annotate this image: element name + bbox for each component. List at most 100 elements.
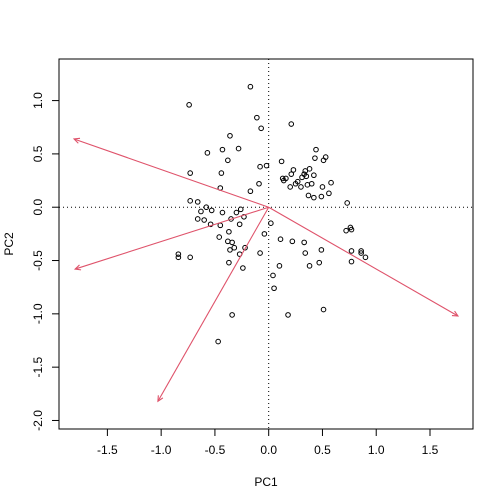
y-tick-label: 0.0 — [31, 199, 45, 216]
score-point — [343, 227, 349, 234]
score-point — [208, 207, 215, 214]
x-axis: -1.5 -1.0 -0.5 0.0 0.5 1.0 1.5 — [97, 429, 439, 457]
score-point — [237, 206, 244, 213]
score-point — [328, 179, 334, 186]
score-point — [175, 254, 182, 261]
score-point — [308, 180, 315, 187]
loading-arrow-head — [451, 310, 460, 317]
score-point — [242, 244, 248, 251]
y-tick-label: -0.5 — [31, 250, 45, 271]
score-point — [276, 263, 283, 269]
score-point — [301, 239, 307, 246]
y-tick-label: 1.0 — [31, 92, 45, 109]
score-point — [294, 178, 301, 185]
plot-frame — [58, 58, 474, 430]
loading-arrows — [72, 137, 460, 403]
loading-arrow — [268, 206, 460, 317]
x-tick-label: 0.5 — [314, 443, 331, 457]
score-points — [175, 83, 369, 345]
score-point — [348, 226, 355, 233]
score-point — [318, 247, 325, 253]
score-point — [270, 272, 276, 279]
score-point — [311, 194, 317, 201]
score-point — [240, 265, 246, 271]
y-axis-title: PC2 — [2, 232, 16, 256]
score-point — [198, 208, 204, 215]
score-point — [326, 190, 332, 197]
score-point — [285, 312, 291, 318]
score-point — [322, 154, 329, 160]
score-point — [271, 285, 277, 292]
score-point — [288, 171, 295, 177]
score-point — [268, 220, 274, 227]
loading-arrow-head — [73, 264, 82, 271]
y-tick-label: -1.0 — [31, 303, 45, 324]
score-point — [225, 157, 231, 164]
score-point — [226, 228, 232, 235]
x-tick-label: 1.5 — [422, 443, 439, 457]
score-point — [219, 146, 226, 153]
score-point — [186, 102, 192, 108]
loading-arrow-shaft — [268, 206, 459, 317]
loading-arrow — [157, 206, 270, 403]
x-tick-label: 0.0 — [260, 443, 277, 457]
score-point — [247, 188, 254, 195]
score-point — [348, 248, 355, 254]
score-point — [241, 214, 247, 220]
score-point — [261, 231, 268, 237]
score-point — [194, 199, 201, 205]
y-tick-label: -2.0 — [31, 410, 45, 431]
score-point — [302, 250, 309, 256]
x-tick-label: -1.0 — [151, 443, 172, 457]
score-point — [227, 132, 233, 139]
score-point — [348, 258, 355, 265]
score-point — [235, 145, 242, 152]
score-point — [215, 338, 221, 345]
score-point — [229, 312, 235, 318]
score-point — [231, 244, 238, 251]
y-axis: -2.0 -1.5 -1.0 -0.5 0.0 0.5 1.0 — [31, 92, 59, 431]
score-point — [312, 155, 318, 161]
loading-arrow-shaft — [74, 206, 269, 270]
score-point — [358, 248, 364, 254]
score-point — [306, 263, 313, 269]
score-point — [257, 163, 263, 170]
score-point — [316, 259, 323, 266]
score-point — [302, 168, 309, 174]
score-point — [216, 234, 223, 240]
score-point — [288, 121, 295, 127]
x-tick-label: -0.5 — [205, 443, 226, 457]
loading-arrow-head — [72, 137, 81, 144]
score-point — [298, 184, 304, 190]
score-point — [187, 170, 193, 176]
score-point — [320, 306, 327, 313]
score-point — [362, 254, 369, 261]
score-point — [318, 193, 325, 200]
score-point — [207, 221, 214, 228]
y-tick-label: 0.5 — [31, 145, 45, 162]
score-point — [218, 170, 225, 176]
loading-arrow — [73, 206, 269, 271]
score-point — [278, 158, 285, 165]
score-point — [226, 259, 232, 266]
score-point — [283, 175, 289, 182]
loading-arrow-shaft — [73, 138, 269, 208]
y-tick-label: -1.5 — [31, 356, 45, 377]
loading-arrow-head — [157, 395, 164, 403]
score-point — [305, 192, 312, 199]
score-point — [290, 167, 297, 173]
score-point — [256, 180, 262, 187]
score-point — [289, 238, 296, 245]
score-point — [263, 162, 270, 169]
score-point — [194, 216, 201, 222]
score-point — [219, 209, 226, 216]
score-point — [233, 209, 240, 216]
loading-arrow — [72, 137, 269, 208]
score-point — [227, 247, 233, 253]
score-point — [358, 250, 364, 256]
score-point — [187, 254, 193, 261]
score-point — [257, 250, 263, 256]
score-point — [204, 150, 211, 156]
score-point — [277, 236, 284, 243]
